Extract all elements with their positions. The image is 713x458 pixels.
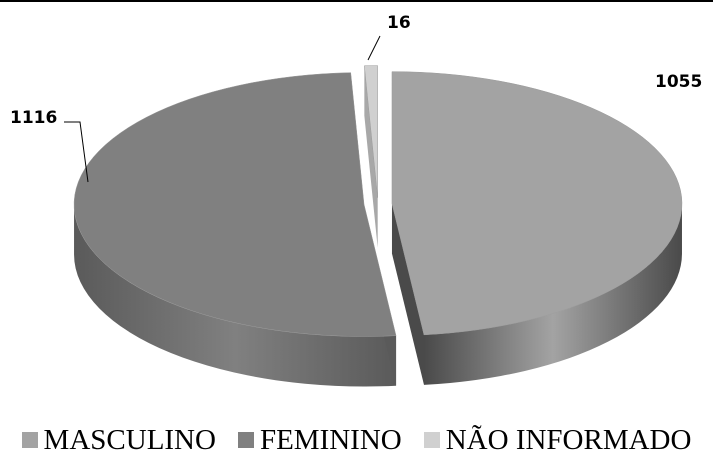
legend-item-masculino: MASCULINO xyxy=(22,425,216,455)
legend-label-nao-informado: NÃO INFORMADO xyxy=(446,425,692,455)
legend-label-masculino: MASCULINO xyxy=(44,425,216,455)
data-label-feminino: 1116 xyxy=(10,108,57,128)
leader-line-nao-informado xyxy=(368,36,380,60)
legend-swatch-feminino xyxy=(238,432,254,448)
legend-swatch-nao-informado xyxy=(424,432,440,448)
legend: MASCULINO FEMININO NÃO INFORMADO xyxy=(0,425,713,455)
pie-tops xyxy=(74,66,682,337)
legend-item-feminino: FEMININO xyxy=(238,425,402,455)
data-label-masculino: 1055 xyxy=(655,72,702,92)
legend-label-feminino: FEMININO xyxy=(260,425,402,455)
data-label-nao-informado: 16 xyxy=(387,13,411,33)
legend-swatch-masculino xyxy=(22,432,38,448)
legend-item-nao-informado: NÃO INFORMADO xyxy=(424,425,692,455)
